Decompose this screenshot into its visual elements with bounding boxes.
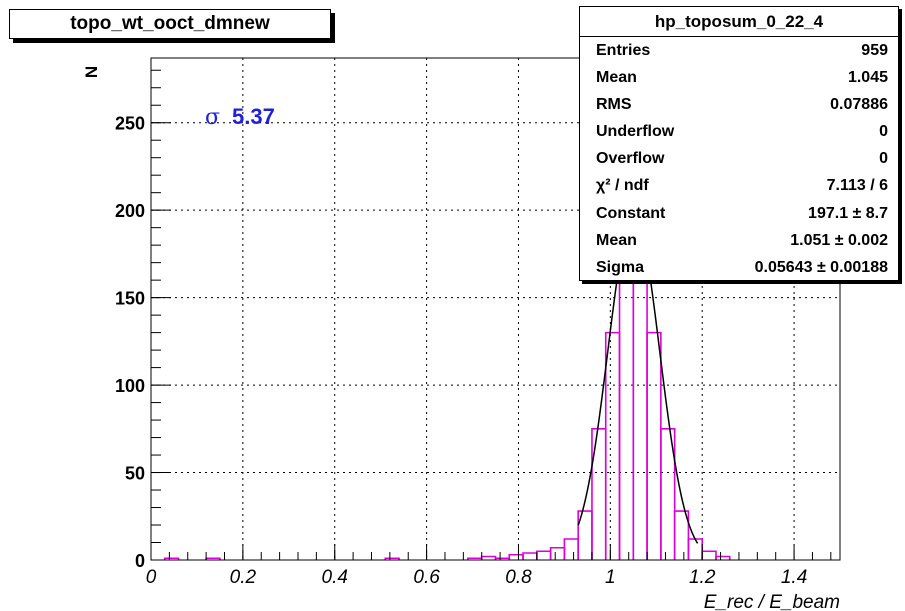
plot-frame bbox=[150, 57, 841, 561]
stats-row: Mean 1.051 ± 0.002 bbox=[580, 227, 898, 254]
histogram-bin bbox=[384, 557, 400, 560]
stats-row: χ² / ndf 7.113 / 6 bbox=[580, 172, 898, 199]
stats-label: Constant bbox=[596, 204, 666, 222]
histogram-bin bbox=[701, 550, 717, 560]
axes: 0 0.2 0.4 0.6 0.8 1 1.2 1.4 0 50 100 150 200 250 E_rec… bbox=[82, 57, 841, 611]
stats-value: 0.05643 ± 0.00188 bbox=[754, 258, 888, 276]
stats-value: 0 bbox=[879, 150, 888, 168]
stats-value: 0.07886 bbox=[830, 96, 888, 114]
histogram-bin bbox=[715, 555, 731, 560]
x-tick-label: 1 bbox=[605, 567, 616, 588]
x-tick-label: 0.4 bbox=[322, 567, 348, 588]
stats-row: Sigma 0.05643 ± 0.00188 bbox=[580, 254, 898, 281]
stats-label: RMS bbox=[596, 96, 632, 114]
x-tick-label: 0.8 bbox=[505, 567, 532, 588]
histogram-bin bbox=[687, 538, 703, 560]
x-tick-label: 1.2 bbox=[689, 567, 716, 588]
y-tick-label: 200 bbox=[115, 201, 145, 221]
stats-label: Underflow bbox=[596, 123, 675, 141]
x-tick-label: 0 bbox=[146, 567, 157, 588]
y-tick-label: 250 bbox=[115, 114, 145, 134]
sigma-symbol: σ bbox=[205, 105, 221, 130]
histogram-bin bbox=[673, 510, 690, 560]
histogram-bin bbox=[563, 538, 579, 560]
stats-value: 197.1 ± 8.7 bbox=[808, 204, 888, 222]
sigma-value: 5.37 bbox=[232, 104, 275, 129]
x-axis-title: E_rec / E_beam bbox=[704, 592, 840, 611]
y-axis-title: N bbox=[82, 66, 101, 78]
stats-label: Overflow bbox=[596, 150, 665, 168]
stats-rows: Entries 959 Mean 1.045 RMS 0.07886 Underflow 0 O… bbox=[580, 37, 898, 281]
stats-row: RMS 0.07886 bbox=[580, 91, 898, 118]
stats-row: Constant 197.1 ± 8.7 bbox=[580, 200, 898, 227]
histogram-bin bbox=[522, 552, 538, 560]
histogram-bin bbox=[646, 331, 662, 560]
stats-row: Entries 959 bbox=[580, 37, 898, 64]
stats-value: 1.051 ± 0.002 bbox=[790, 231, 888, 249]
y-tick-label: 150 bbox=[115, 289, 145, 309]
stats-row: Overflow 0 bbox=[580, 145, 898, 172]
y-tick-label: 0 bbox=[135, 551, 145, 571]
y-tick-label: 50 bbox=[125, 464, 145, 484]
stats-value: 959 bbox=[861, 42, 888, 59]
stats-value: 7.113 / 6 bbox=[826, 177, 888, 195]
sigma-annotation: σ 5.37 bbox=[205, 104, 275, 130]
stats-row: Mean 1.045 bbox=[580, 64, 898, 91]
histogram-bin bbox=[508, 553, 524, 560]
chart-title: topo_wt_ooct_dmnew bbox=[9, 9, 331, 39]
stats-row: Underflow 0 bbox=[580, 118, 898, 145]
histogram-bin bbox=[591, 428, 607, 560]
stats-label: Entries bbox=[596, 42, 651, 59]
stats-label: Sigma bbox=[596, 258, 645, 276]
stats-label: Mean bbox=[596, 69, 637, 87]
stats-label: χ² / ndf bbox=[596, 177, 649, 195]
histogram-bin bbox=[163, 557, 180, 560]
stats-title: hp_toposum_0_22_4 bbox=[580, 7, 898, 37]
x-tick-label: 1.4 bbox=[781, 567, 807, 588]
histogram-bin bbox=[604, 331, 621, 560]
grid bbox=[151, 58, 840, 560]
y-tick-label: 100 bbox=[115, 376, 145, 396]
stats-value: 1.045 bbox=[847, 69, 888, 87]
histogram-bin bbox=[660, 428, 676, 560]
histogram-series bbox=[163, 165, 731, 560]
histogram-bin bbox=[549, 546, 566, 560]
histogram-bin bbox=[480, 555, 497, 560]
stats-box: hp_toposum_0_22_4 Entries 959 Mean 1.045 RMS… bbox=[579, 6, 899, 281]
stats-label: Mean bbox=[596, 231, 637, 249]
histogram-bin bbox=[536, 550, 552, 560]
x-tick-label: 0.6 bbox=[413, 567, 440, 588]
x-tick-label: 0.2 bbox=[230, 567, 257, 588]
stats-value: 0 bbox=[879, 123, 888, 141]
